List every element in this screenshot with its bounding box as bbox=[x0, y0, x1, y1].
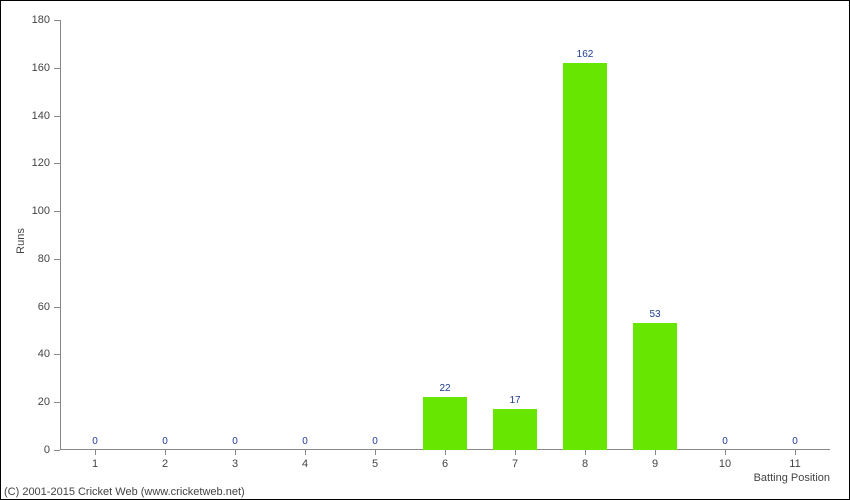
x-axis-title: Batting Position bbox=[754, 472, 830, 484]
copyright-text: (C) 2001-2015 Cricket Web (www.cricketwe… bbox=[4, 486, 245, 498]
bar-value-label: 0 bbox=[792, 436, 798, 447]
bar-value-label: 0 bbox=[232, 436, 238, 447]
bar-value-label: 0 bbox=[302, 436, 308, 447]
x-tick bbox=[95, 450, 96, 455]
y-tick bbox=[54, 20, 60, 21]
x-tick-label: 2 bbox=[162, 458, 168, 470]
x-tick bbox=[655, 450, 656, 455]
x-tick bbox=[375, 450, 376, 455]
x-tick-label: 9 bbox=[652, 458, 658, 470]
bar-value-label: 53 bbox=[649, 309, 660, 320]
bar-value-label: 0 bbox=[722, 436, 728, 447]
bar-value-label: 162 bbox=[577, 49, 594, 60]
y-tick-label: 140 bbox=[0, 110, 50, 122]
y-tick-label: 40 bbox=[0, 348, 50, 360]
y-tick-label: 0 bbox=[0, 444, 50, 456]
x-tick-label: 7 bbox=[512, 458, 518, 470]
x-tick bbox=[305, 450, 306, 455]
bar bbox=[423, 397, 466, 450]
x-tick-label: 3 bbox=[232, 458, 238, 470]
y-tick bbox=[54, 354, 60, 355]
chart-container: 0 20 40 60 80 100 120 140 160 180 1 2 3 4 5 6 7 8 9 10 11 0… bbox=[0, 0, 850, 500]
bar bbox=[563, 63, 606, 450]
y-tick bbox=[54, 307, 60, 308]
y-tick-label: 160 bbox=[0, 62, 50, 74]
y-tick bbox=[54, 450, 60, 451]
y-tick bbox=[54, 68, 60, 69]
y-tick-label: 120 bbox=[0, 157, 50, 169]
x-tick bbox=[235, 450, 236, 455]
y-tick bbox=[54, 259, 60, 260]
x-tick bbox=[515, 450, 516, 455]
bar-value-label: 17 bbox=[509, 395, 520, 406]
x-tick-label: 5 bbox=[372, 458, 378, 470]
x-tick-label: 10 bbox=[719, 458, 731, 470]
x-tick-label: 1 bbox=[92, 458, 98, 470]
x-tick bbox=[725, 450, 726, 455]
x-tick bbox=[445, 450, 446, 455]
x-tick bbox=[165, 450, 166, 455]
x-tick-label: 8 bbox=[582, 458, 588, 470]
bar bbox=[493, 409, 536, 450]
x-tick bbox=[585, 450, 586, 455]
y-tick bbox=[54, 116, 60, 117]
y-tick-label: 80 bbox=[0, 253, 50, 265]
bar-value-label: 0 bbox=[92, 436, 98, 447]
y-tick bbox=[54, 163, 60, 164]
bar bbox=[633, 323, 676, 450]
bar-value-label: 22 bbox=[439, 383, 450, 394]
y-tick-label: 180 bbox=[0, 14, 50, 26]
bar-value-label: 0 bbox=[372, 436, 378, 447]
y-tick bbox=[54, 211, 60, 212]
y-tick-label: 60 bbox=[0, 301, 50, 313]
x-tick-label: 4 bbox=[302, 458, 308, 470]
x-tick bbox=[795, 450, 796, 455]
y-axis-title: Runs bbox=[15, 228, 27, 254]
y-tick-label: 100 bbox=[0, 205, 50, 217]
x-tick-label: 6 bbox=[442, 458, 448, 470]
y-tick-label: 20 bbox=[0, 396, 50, 408]
bar-value-label: 0 bbox=[162, 436, 168, 447]
y-tick bbox=[54, 402, 60, 403]
x-tick-label: 11 bbox=[789, 458, 800, 470]
